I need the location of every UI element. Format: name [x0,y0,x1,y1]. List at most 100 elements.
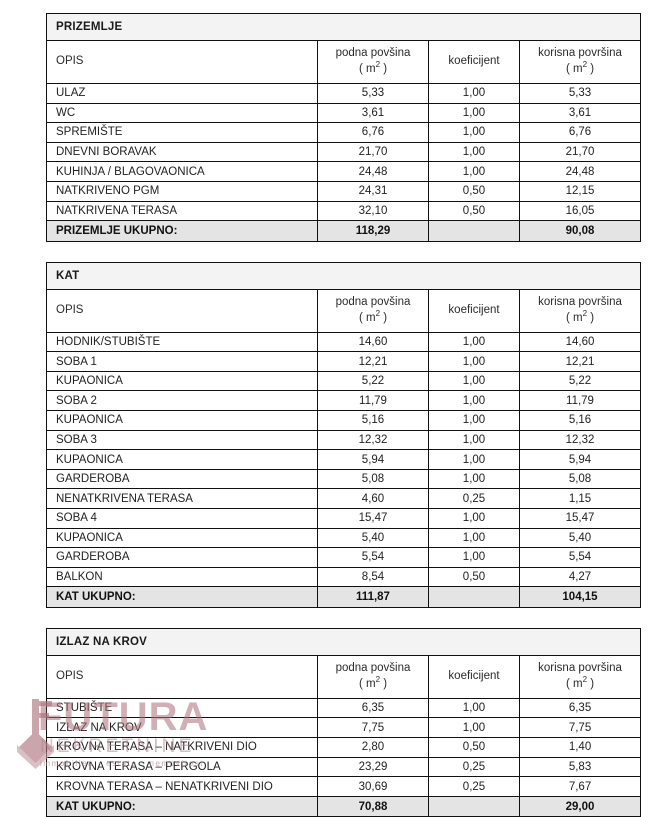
row-usable-area: 5,40 [518,527,642,549]
row-coefficient: 1,00 [428,449,520,470]
row-floor-area: 8,54 [317,566,429,588]
row-coefficient: 1,00 [428,141,520,163]
column-header-floor-area-label: podna povšina [335,47,411,60]
row-coefficient: 1,00 [428,508,520,529]
row-coefficient: 1,00 [428,331,520,353]
table-row: KUPAONICA 5,94 1,00 5,94 [46,449,642,470]
section-title-row: KAT [45,261,642,290]
row-usable-area: 3,61 [518,102,642,124]
row-floor-area: 6,35 [317,697,429,719]
row-usable-area: 7,67 [518,776,642,797]
row-description: BALKON [46,566,318,588]
row-floor-area: 5,54 [317,547,429,568]
row-floor-area: 30,69 [317,776,429,797]
total-coefficient [428,220,520,242]
table-row: NATKRIVENO PGM 24,31 0,50 12,15 [46,180,642,202]
row-floor-area: 24,31 [317,180,429,202]
table-row: KROVNA TERASA – NATKRIVENI DIO 2,80 0,50 1,… [46,737,642,758]
row-floor-area: 5,40 [317,527,429,549]
row-usable-area: 12,15 [518,180,642,202]
total-floor-area: 70,88 [317,795,429,817]
row-floor-area: 3,61 [317,102,429,124]
row-usable-area: 5,08 [518,468,642,490]
row-coefficient: 1,00 [428,161,520,182]
section-title-row: IZLAZ NA KROV [45,627,642,656]
row-usable-area: 1,40 [518,737,642,758]
column-header-description: OPIS [46,654,318,699]
row-description: KUPAONICA [46,527,318,549]
table-row: STUBIŠTE 6,35 1,00 6,35 [46,697,642,719]
row-floor-area: 4,60 [317,488,429,509]
column-header-floor-area: podna povšina( m2 ) [317,654,429,699]
row-coefficient: 1,00 [428,527,520,549]
row-coefficient: 0,25 [428,488,520,509]
row-description: SOBA 1 [46,351,318,372]
total-row: KAT UKUPNO: 70,88 29,00 [46,795,642,817]
area-table: IZLAZ NA KROV OPIS podna povšina( m2 ) koef… [45,627,642,817]
row-floor-area: 21,70 [317,141,429,163]
row-usable-area: 21,70 [518,141,642,163]
row-coefficient: 1,00 [428,390,520,412]
column-header-description: OPIS [46,40,318,84]
table-row: KUPAONICA 5,16 1,00 5,16 [46,410,642,431]
row-usable-area: 5,83 [518,756,642,778]
row-usable-area: 24,48 [518,161,642,182]
row-floor-area: 32,10 [317,200,429,222]
row-description: KUPAONICA [46,449,318,470]
total-usable-area: 29,00 [518,795,642,817]
row-floor-area: 15,47 [317,508,429,529]
row-coefficient: 1,00 [428,697,520,719]
row-description: IZLAZ NA KROV [46,717,318,739]
table-row: GARDEROBA 5,08 1,00 5,08 [46,468,642,490]
total-usable-area: 90,08 [518,220,642,242]
row-description: SOBA 4 [46,508,318,529]
table-row: SOBA 3 12,32 1,00 12,32 [46,429,642,451]
row-description: NATKRIVENO PGM [46,180,318,202]
table-row: WC 3,61 1,00 3,61 [46,102,642,124]
area-tables-container: PRIZEMLJE OPIS podna povšina( m2 ) koeficij… [45,13,642,817]
section-title: PRIZEMLJE [45,13,642,41]
column-header-description: OPIS [46,288,318,333]
total-row: PRIZEMLJE UKUPNO: 118,29 90,08 [46,220,642,242]
row-usable-area: 12,21 [518,351,642,372]
table-row: KUHINJA / BLAGOVAONICA 24,48 1,00 24,48 [46,161,642,182]
total-label: PRIZEMLJE UKUPNO: [46,220,318,242]
row-description: DNEVNI BORAVAK [46,141,318,163]
row-coefficient: 0,50 [428,200,520,222]
row-floor-area: 5,33 [317,83,429,104]
row-coefficient: 0,50 [428,566,520,588]
row-description: HODNIK/STUBIŠTE [46,331,318,353]
row-usable-area: 5,22 [518,370,642,392]
row-description: ULAZ [46,83,318,104]
row-floor-area: 12,21 [317,351,429,372]
row-usable-area: 6,35 [518,697,642,719]
row-description: GARDEROBA [46,547,318,568]
row-usable-area: 16,05 [518,200,642,222]
table-row: GARDEROBA 5,54 1,00 5,54 [46,547,642,568]
table-row: DNEVNI BORAVAK 21,70 1,00 21,70 [46,141,642,163]
total-row: KAT UKUPNO: 111,87 104,15 [46,586,642,608]
total-label: KAT UKUPNO: [46,795,318,817]
row-usable-area: 5,33 [518,83,642,104]
column-header-floor-area: podna povšina( m2 ) [317,288,429,333]
column-header-coefficient: koeficijent [428,288,520,333]
row-description: KROVNA TERASA – NATKRIVENI DIO [46,737,318,758]
table-row: SOBA 2 11,79 1,00 11,79 [46,390,642,412]
column-header-usable-area: korisna površina( m2 ) [518,288,642,333]
table-row: BALKON 8,54 0,50 4,27 [46,566,642,588]
row-usable-area: 1,15 [518,488,642,509]
row-usable-area: 12,32 [518,429,642,451]
column-header-row: OPIS podna povšina( m2 ) koeficijent korisn… [46,654,642,699]
column-header-usable-area-label: korisna površina [538,662,622,675]
row-coefficient: 1,00 [428,83,520,104]
area-table: PRIZEMLJE OPIS podna povšina( m2 ) koeficij… [45,13,642,242]
row-usable-area: 7,75 [518,717,642,739]
area-table: KAT OPIS podna povšina( m2 ) koeficijent kor… [45,261,642,608]
row-floor-area: 5,08 [317,468,429,490]
column-header-coefficient: koeficijent [428,654,520,699]
total-coefficient [428,586,520,608]
row-description: KROVNA TERASA – PERGOLA [46,756,318,778]
row-description: NENATKRIVENA TERASA [46,488,318,509]
table-row: SPREMIŠTE 6,76 1,00 6,76 [46,122,642,143]
row-description: SPREMIŠTE [46,122,318,143]
